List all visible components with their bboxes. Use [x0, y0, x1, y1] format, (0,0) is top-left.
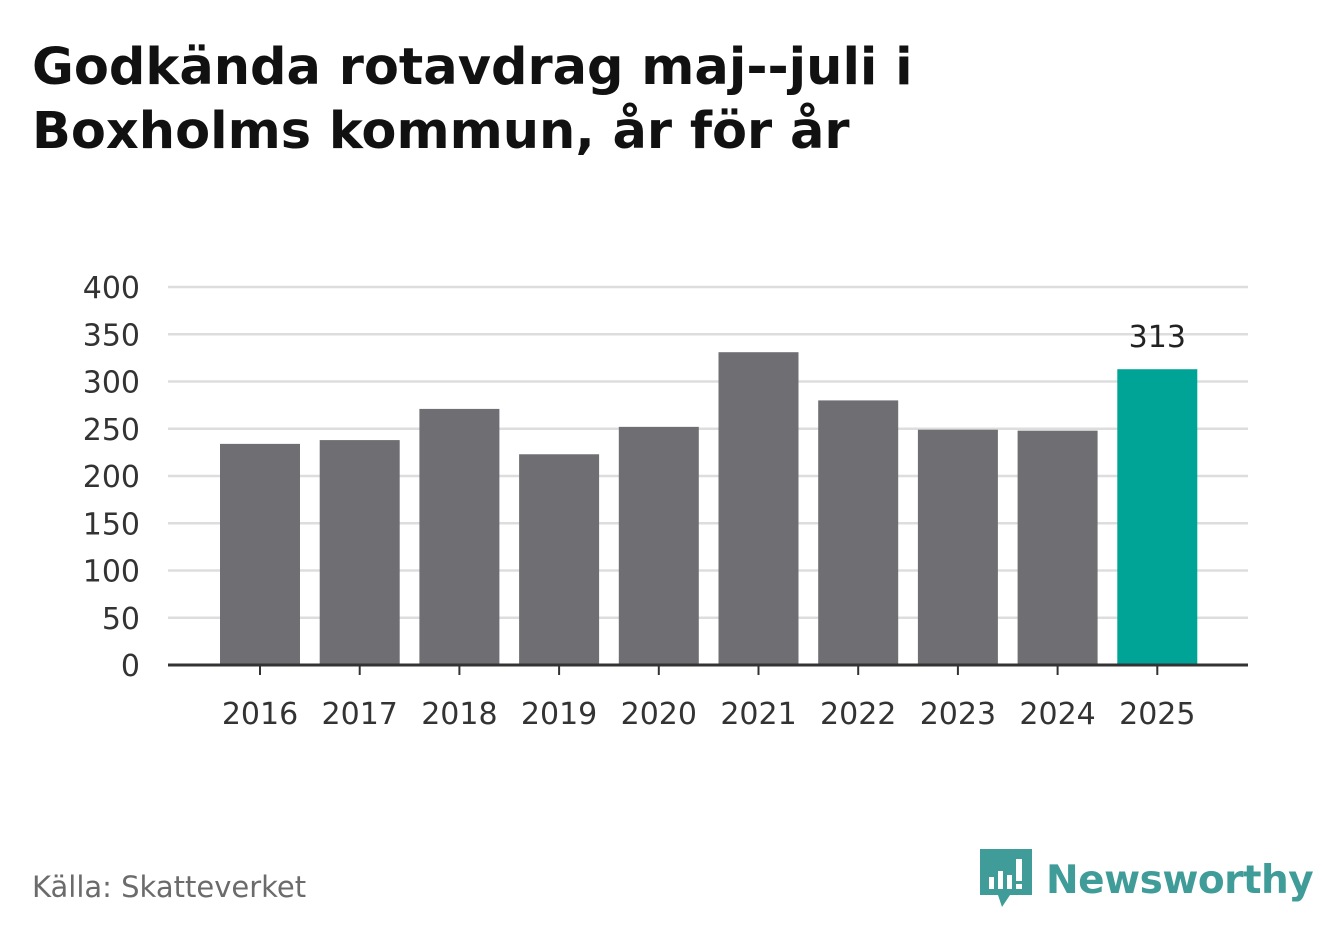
title-line-2: Boxholms kommun, år för år: [32, 102, 850, 161]
y-tick-label-50: 50: [102, 602, 140, 637]
y-tick-label-300: 300: [83, 366, 140, 401]
data-label-2025: 313: [1129, 320, 1186, 355]
y-tick-label-100: 100: [83, 555, 140, 590]
y-tick-label-200: 200: [83, 460, 140, 495]
x-tick-label-2024: 2024: [1019, 697, 1095, 732]
bar-2017: [319, 440, 400, 665]
bar-2020: [618, 426, 699, 665]
bar-chart: 0 50 100 150 200 250 300 350 400 2016 2017 2018 2019…: [83, 271, 1248, 732]
bar-2022: [818, 400, 899, 665]
chart-title: Godkända rotavdrag maj--juli i Boxholms …: [32, 36, 1232, 164]
y-tick-label-250: 250: [83, 413, 140, 448]
x-tick-label-2023: 2023: [920, 697, 996, 732]
x-tick-label-2016: 2016: [222, 697, 298, 732]
y-tick-label-400: 400: [83, 271, 140, 306]
x-tick-label-2019: 2019: [521, 697, 597, 732]
bar-2023: [917, 429, 998, 665]
brand-logo: Newsworthy: [980, 848, 1314, 912]
bar-2016: [220, 443, 300, 665]
bar-2025: [1117, 369, 1198, 665]
y-tick-label-350: 350: [83, 318, 140, 353]
bar-2018: [419, 408, 500, 665]
bar-2021: [718, 352, 799, 665]
y-tick-label-0: 0: [121, 649, 140, 684]
newsworthy-logo-icon: [980, 849, 1032, 907]
x-tick-label-2021: 2021: [720, 697, 796, 732]
x-tick-label-2017: 2017: [322, 697, 398, 732]
title-line-1: Godkända rotavdrag maj--juli i: [32, 38, 913, 97]
x-tick-label-2022: 2022: [820, 697, 896, 732]
bar-2024: [1017, 430, 1098, 665]
y-tick-label-150: 150: [83, 507, 140, 542]
brand-name: Newsworthy: [1046, 857, 1314, 903]
x-tick-label-2025: 2025: [1119, 697, 1195, 732]
source-note: Källa: Skatteverket: [32, 870, 307, 904]
bar-2019: [519, 454, 600, 665]
x-tick-label-2018: 2018: [421, 697, 497, 732]
x-tick-label-2020: 2020: [621, 697, 697, 732]
